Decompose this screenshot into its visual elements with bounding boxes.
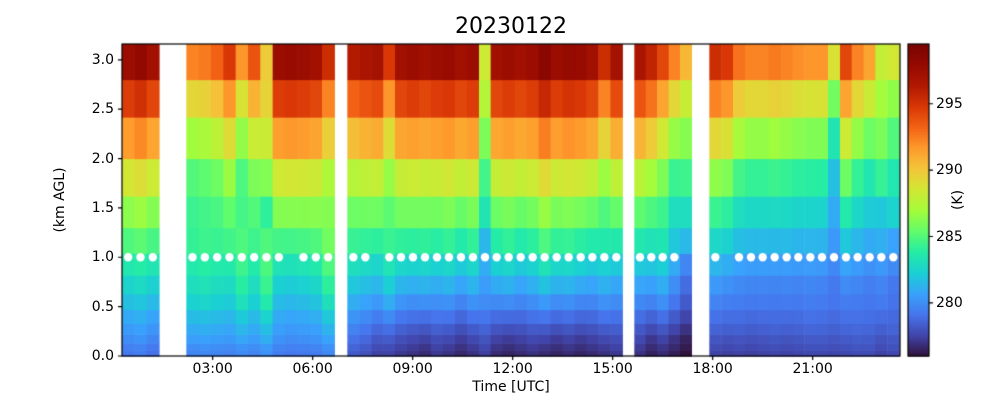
y-axis-label: (km AGL) bbox=[52, 167, 68, 233]
colorbar-tick-label-3: 295 bbox=[936, 95, 963, 112]
plot-title: 20230122 bbox=[455, 14, 567, 39]
x-tick-label-1: 06:00 bbox=[292, 361, 333, 377]
y-tick-label-3: 1.5 bbox=[91, 199, 114, 216]
x-tick-label-3: 12:00 bbox=[492, 361, 533, 377]
y-tick-label-5: 2.5 bbox=[91, 101, 114, 118]
colorbar-tick-label-0: 280 bbox=[936, 294, 963, 311]
colorbar-tick-label-2: 290 bbox=[936, 162, 963, 179]
x-tick-label-0: 03:00 bbox=[192, 361, 233, 377]
y-tick-label-4: 2.0 bbox=[91, 150, 114, 167]
x-tick-label-6: 21:00 bbox=[792, 361, 833, 377]
y-tick-label-2: 1.0 bbox=[91, 249, 114, 266]
y-tick-label-1: 0.5 bbox=[91, 298, 114, 315]
x-tick-label-5: 18:00 bbox=[692, 361, 733, 377]
colorbar-tick-label-1: 285 bbox=[936, 228, 963, 245]
colorbar-label: (K) bbox=[950, 189, 966, 211]
x-tick-label-2: 09:00 bbox=[392, 361, 433, 377]
y-tick-label-0: 0.0 bbox=[91, 348, 114, 364]
x-axis-label: Time [UTC] bbox=[472, 379, 550, 395]
y-tick-label-6: 3.0 bbox=[91, 51, 114, 68]
x-tick-label-4: 15:00 bbox=[592, 361, 633, 377]
